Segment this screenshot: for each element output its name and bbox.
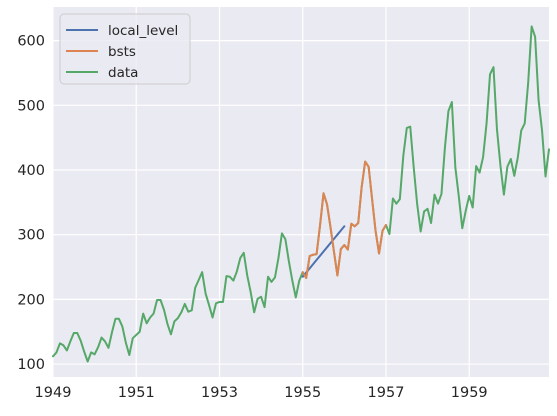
legend-box: [59, 13, 191, 85]
x-tick-label: 1953: [201, 385, 238, 401]
series-layer: [52, 25, 550, 363]
y-tick-label: 200: [17, 292, 45, 308]
x-tick-label: 1955: [284, 385, 321, 401]
y-tick-label: 300: [17, 228, 45, 244]
y-tick-label: 100: [17, 357, 45, 373]
y-tick-label: 600: [17, 34, 45, 50]
y-axis: 100 200 300 400 500 600: [17, 34, 45, 373]
legend-label-data: data: [108, 65, 138, 81]
x-axis: 1949 1951 1953 1955 1957 1959: [35, 385, 488, 401]
x-tick-label: 1951: [118, 385, 155, 401]
series-line-data: [52, 25, 550, 363]
legend-label-local-level: local_level: [108, 23, 178, 39]
legend-label-bsts: bsts: [108, 44, 136, 60]
y-tick-label: 400: [17, 163, 45, 179]
x-tick-label: 1959: [451, 385, 488, 401]
x-tick-label: 1949: [35, 385, 72, 401]
y-tick-label: 500: [17, 98, 45, 114]
x-tick-label: 1957: [368, 385, 405, 401]
series-line-local-level: [301, 225, 346, 278]
series-line-bsts: [301, 160, 387, 280]
legend: local_level bsts data: [59, 13, 191, 85]
